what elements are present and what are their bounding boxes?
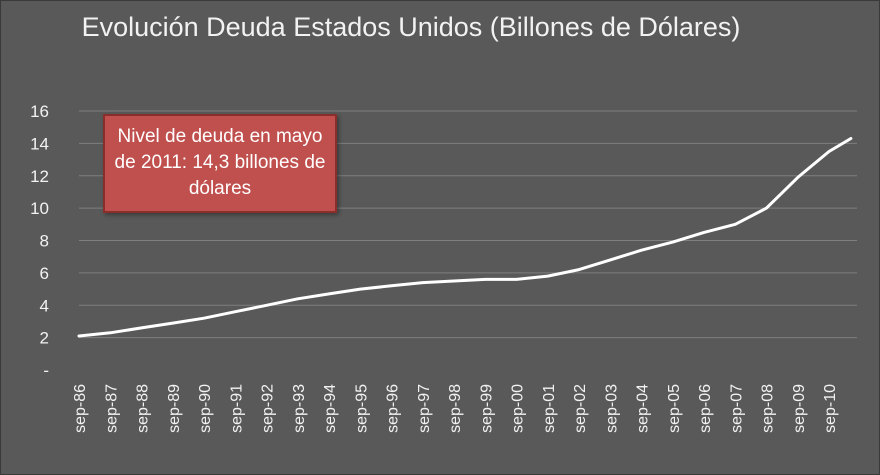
x-tick-label: sep-95 [353, 384, 370, 433]
x-tick-label: sep-88 [135, 384, 152, 433]
x-tick-label: sep-02 [572, 384, 589, 433]
y-tick-label: 8 [40, 232, 49, 251]
series-line [77, 137, 853, 338]
y-tick-label: 6 [40, 264, 49, 283]
x-tick-label: sep-00 [510, 384, 527, 433]
y-tick-label: 14 [30, 134, 49, 153]
x-tick-label: sep-04 [635, 384, 652, 433]
x-tick-label: sep-07 [728, 384, 745, 433]
x-tick-label: sep-99 [478, 384, 495, 433]
x-tick-label: sep-90 [197, 384, 214, 433]
x-tick-label: sep-96 [385, 384, 402, 433]
x-tick-label: sep-86 [72, 384, 89, 433]
x-tick-label: sep-03 [603, 384, 620, 433]
y-tick-label: 2 [40, 329, 49, 348]
x-tick-label: sep-93 [291, 384, 308, 433]
x-tick-label: sep-98 [447, 384, 464, 433]
x-tick-label: sep-89 [166, 384, 183, 433]
y-tick-label: 4 [40, 296, 49, 315]
x-tick-label: sep-87 [103, 384, 120, 433]
x-tick-label: sep-97 [416, 384, 433, 433]
x-tick-label: sep-08 [760, 384, 777, 433]
annotation-box: Nivel de deuda en mayo de 2011: 14,3 bil… [103, 114, 337, 213]
x-tick-label: sep-92 [260, 384, 277, 433]
y-tick-label: 10 [30, 199, 49, 218]
y-tick-label: 16 [30, 102, 49, 121]
x-tick-label: sep-01 [541, 384, 558, 433]
y-tick-label: - [43, 361, 49, 380]
chart-title: Evolución Deuda Estados Unidos (Billones… [81, 12, 741, 42]
x-tick-label: sep-09 [791, 384, 808, 433]
x-tick-label: sep-05 [666, 384, 683, 433]
x-tick-label: sep-10 [822, 384, 839, 433]
x-tick-label: sep-91 [228, 384, 245, 433]
x-tick-label: sep-06 [697, 384, 714, 433]
x-tick-label: sep-94 [322, 384, 339, 433]
y-tick-label: 12 [30, 167, 49, 186]
